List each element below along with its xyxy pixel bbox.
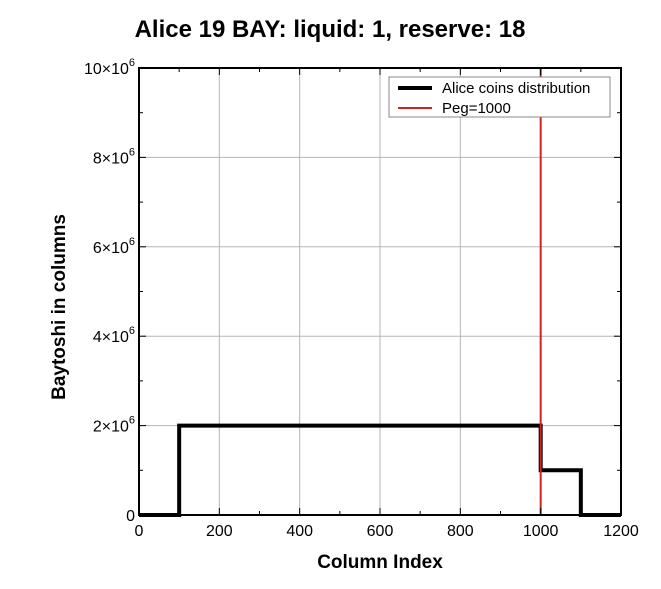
y-tick-exponent: 6 (129, 146, 135, 158)
legend-label-peg: Peg=1000 (442, 100, 511, 117)
y-tick-exponent: 6 (129, 325, 135, 337)
y-tick-exponent: 6 (129, 236, 135, 248)
y-axis-label: Baytoshi in columns (49, 214, 70, 400)
y-tick-exponent: 6 (129, 415, 135, 427)
y-tick-label: 2×106 (93, 415, 135, 436)
y-tick-label: 10×106 (84, 57, 135, 78)
x-tick-label: 0 (135, 523, 144, 540)
ticks: 0 200 400 600 800 1000 1200 0 2×106 4×106 6×106 8×1… (84, 57, 639, 540)
y-tick-label: 0 (126, 508, 135, 525)
chart-title: Alice 19 BAY: liquid: 1, reserve: 18 (135, 16, 526, 43)
legend: Alice coins distribution Peg=1000 (388, 76, 611, 118)
y-tick-label: 8×106 (93, 146, 135, 167)
x-tick-label: 1000 (523, 523, 559, 540)
y-tick-label: 6×106 (93, 236, 135, 257)
y-tick-exponent: 6 (129, 57, 135, 69)
x-tick-label: 1200 (603, 523, 639, 540)
y-tick-label: 4×106 (93, 325, 135, 346)
x-axis-label: Column Index (317, 552, 443, 573)
legend-box (388, 76, 611, 118)
legend-label-alice: Alice coins distribution (442, 80, 590, 97)
grid (139, 68, 621, 515)
x-tick-label: 400 (286, 523, 313, 540)
x-tick-label: 600 (367, 523, 394, 540)
x-tick-label: 800 (447, 523, 474, 540)
x-tick-label: 200 (206, 523, 233, 540)
series-layer (139, 68, 621, 517)
